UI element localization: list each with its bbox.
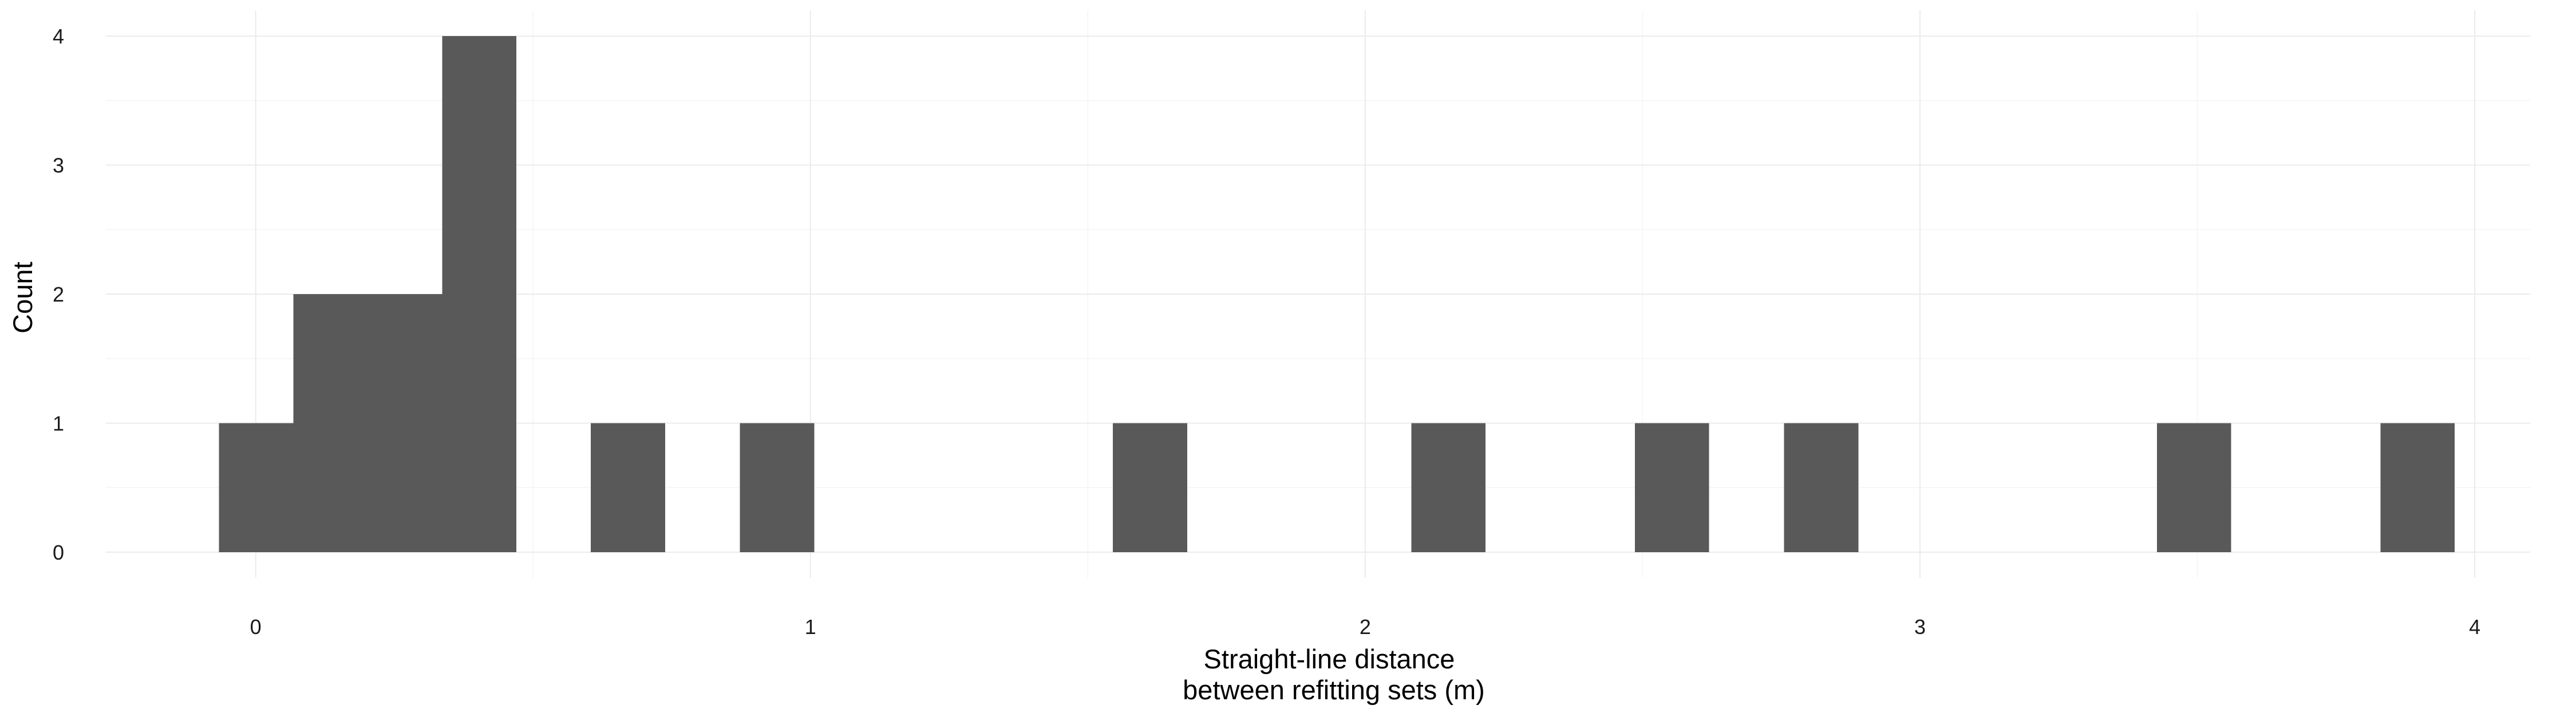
histogram-bar [1634, 423, 1709, 552]
x-tick-label: 0 [250, 615, 262, 639]
x-tick-label: 4 [2469, 615, 2480, 639]
histogram-bar [293, 294, 368, 552]
y-tick-label: 3 [53, 154, 64, 177]
histogram-bar [368, 294, 442, 552]
histogram-bar [591, 423, 665, 552]
histogram-bar [2156, 423, 2231, 552]
histogram-bar [2380, 423, 2455, 552]
x-axis-title-line-2: between refitting sets (m) [1183, 675, 1485, 705]
x-tick-label: 3 [1914, 615, 1926, 639]
y-tick-label: 4 [53, 25, 64, 48]
x-tick-label: 2 [1360, 615, 1371, 639]
x-axis-title-line-1: Straight-line distance [1204, 644, 1455, 674]
y-tick-label: 1 [53, 411, 64, 435]
y-tick-label: 0 [53, 541, 64, 564]
histogram-bar [219, 423, 294, 552]
y-axis-ticks: 0 1 2 3 4 [53, 25, 64, 564]
histogram-bar [1784, 423, 1859, 552]
histogram-bar [740, 423, 815, 552]
y-tick-label: 2 [53, 283, 64, 306]
x-tick-label: 1 [805, 615, 816, 639]
histogram-bar [442, 36, 517, 552]
x-axis-ticks: 0 1 2 3 4 [250, 615, 2480, 639]
histogram-bar [1112, 423, 1187, 552]
y-axis-title: Count [7, 262, 38, 333]
histogram-bar [1411, 423, 1486, 552]
histogram-bars [219, 36, 2455, 552]
